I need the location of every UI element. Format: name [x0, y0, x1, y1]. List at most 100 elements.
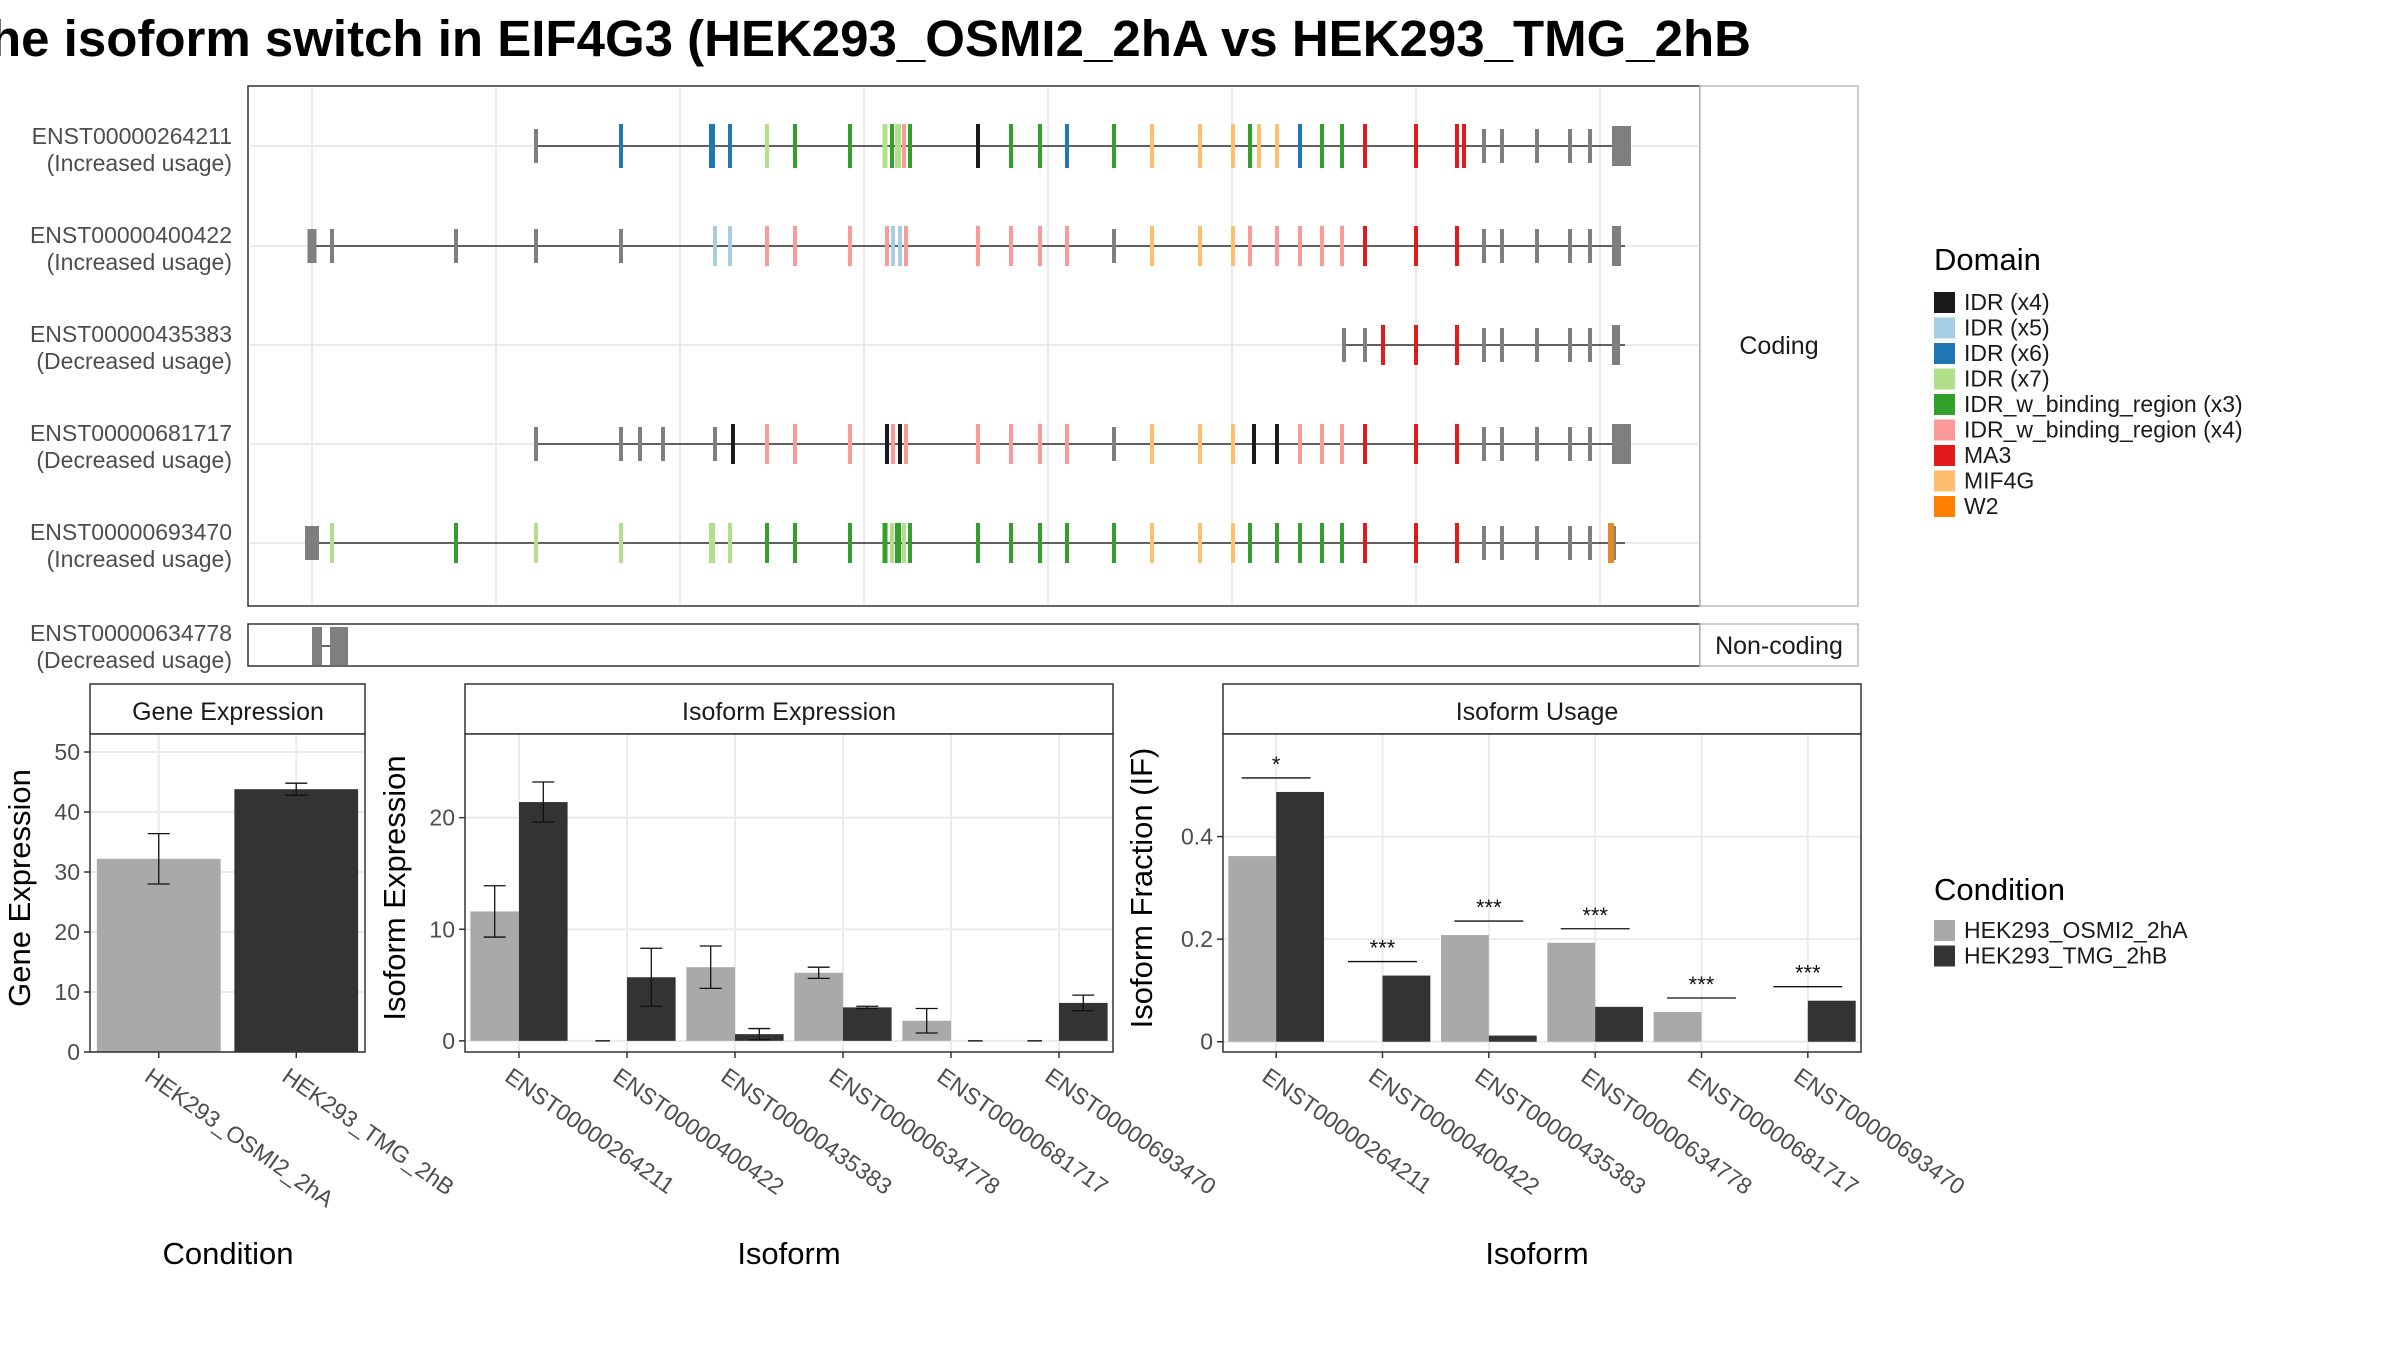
exon-block: [1009, 124, 1013, 168]
exon-block: [1568, 328, 1572, 362]
panel-strip: [464, 683, 1114, 735]
isoform-usage-label: (Increased usage): [47, 546, 232, 572]
utr-block: [1612, 226, 1621, 266]
exon-block: [1363, 328, 1367, 362]
y-tick-label: 0: [67, 1039, 80, 1065]
exon-block: [330, 229, 334, 263]
y-axis-title: Isoform Expression: [377, 755, 412, 1020]
exon-block: [1500, 328, 1504, 362]
exon-block: [1340, 523, 1344, 563]
panel-border: [89, 733, 366, 1053]
exon-block: [848, 226, 852, 266]
y-tick-label: 0: [442, 1028, 455, 1054]
x-axis-title: Condition: [163, 1236, 294, 1271]
exon-block: [1482, 229, 1486, 263]
exon-block: [1588, 328, 1592, 362]
exon-block: [904, 424, 908, 464]
y-tick-label: 0.4: [1181, 824, 1213, 850]
y-axis-title: Isoform Fraction (IF): [1124, 748, 1159, 1029]
exon-block: [1298, 226, 1302, 266]
exon-block: [882, 124, 888, 168]
exon-block: [1342, 328, 1346, 362]
exon-block: [765, 226, 769, 266]
exon-block: [1455, 226, 1459, 266]
exon-block: [976, 523, 980, 563]
exon-block: [1363, 424, 1367, 464]
y-tick-label: 10: [429, 916, 455, 942]
x-axis-title: Isoform: [1485, 1236, 1588, 1271]
bar: [1807, 1000, 1856, 1042]
exon-block: [1455, 424, 1459, 464]
exon-block: [1535, 427, 1539, 461]
exon-block: [1231, 124, 1235, 168]
legend-swatch: [1934, 368, 1955, 390]
exon-block: [1065, 226, 1069, 266]
exon-block: [1198, 226, 1202, 266]
isoform-id-label: ENST00000634778: [30, 620, 232, 646]
exon-block: [534, 229, 538, 263]
exon-block: [898, 424, 902, 464]
exon-block: [848, 124, 852, 168]
exon-block: [1275, 424, 1279, 464]
exon-block: [1275, 226, 1279, 266]
bar: [1276, 791, 1325, 1042]
exon-block: [1500, 229, 1504, 263]
exon-block: [307, 229, 317, 263]
exon-block: [1065, 424, 1069, 464]
exon-block: [1248, 226, 1252, 266]
legend-swatch: [1934, 292, 1955, 313]
exon-block: [330, 627, 348, 665]
exon-block: [904, 226, 908, 266]
exon-block: [898, 226, 902, 266]
exon-block: [1363, 523, 1367, 563]
y-tick-label: 20: [54, 919, 80, 945]
exon-block: [1038, 226, 1042, 266]
figure-title: he isoform switch in EIF4G3 (HEK293_OSMI…: [0, 10, 1751, 67]
isoform-usage-label: (Decreased usage): [36, 348, 232, 374]
bar: [96, 858, 221, 1052]
x-tick-label: ENST00000264211: [1258, 1063, 1437, 1199]
utr-block: [1612, 126, 1631, 166]
exon-block: [1198, 424, 1202, 464]
bar: [794, 972, 843, 1041]
bar: [1440, 935, 1489, 1042]
y-tick-label: 10: [54, 979, 80, 1005]
y-axis-title: Gene Expression: [2, 769, 37, 1007]
exon-block: [454, 523, 458, 563]
significance-label: ***: [1476, 895, 1502, 920]
legend-label: IDR (x4): [1964, 289, 2050, 315]
isoform-usage-label: (Increased usage): [47, 249, 232, 275]
exon-block: [891, 424, 895, 464]
exon-block: [1231, 523, 1235, 563]
exon-block: [1231, 424, 1235, 464]
exon-block: [1150, 424, 1154, 464]
x-tick-label: ENST00000693470: [1789, 1063, 1969, 1200]
legend-swatch: [1934, 419, 1955, 441]
exon-block: [902, 124, 906, 168]
exon-block: [1150, 523, 1154, 563]
panel-strip-title: Isoform Usage: [1456, 698, 1619, 726]
exon-block: [1257, 124, 1261, 168]
exon-block: [1363, 226, 1367, 266]
exon-block: [534, 523, 538, 563]
y-tick-label: 0.2: [1181, 926, 1213, 952]
y-tick-label: 0: [1200, 1029, 1213, 1055]
plot-background: [1223, 734, 1861, 1052]
exon-block: [1568, 427, 1572, 461]
x-tick-label: ENST00000400422: [1364, 1063, 1544, 1200]
exon-block: [890, 523, 894, 563]
exon-block: [890, 124, 894, 168]
exon-block: [765, 124, 769, 168]
exon-block: [908, 523, 912, 563]
exon-block: [1298, 424, 1302, 464]
exon-block: [908, 124, 912, 168]
legend-swatch: [1934, 945, 1955, 967]
exon-block: [709, 523, 715, 563]
exon-block: [1363, 124, 1367, 168]
legend-swatch: [1934, 445, 1955, 466]
exon-block: [1112, 124, 1116, 168]
exon-block: [1568, 129, 1572, 163]
exon-block: [1455, 124, 1459, 168]
coding-strip-label: Coding: [1739, 332, 1818, 360]
